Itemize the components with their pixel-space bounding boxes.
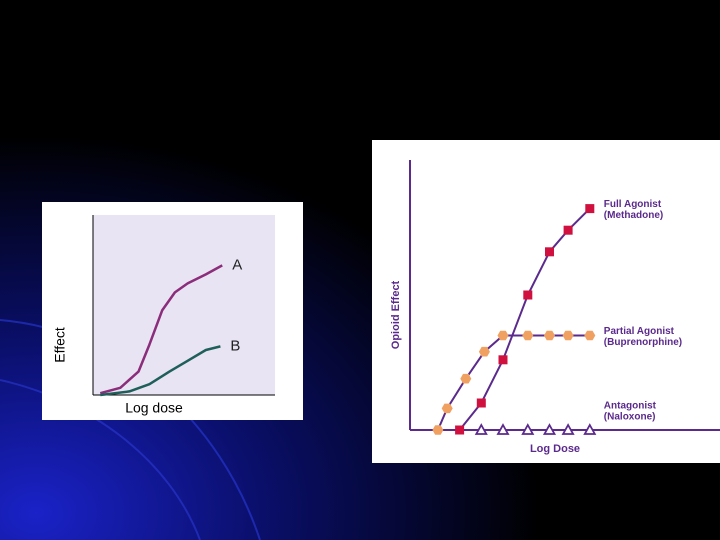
curve [99,264,223,395]
marker [497,330,509,341]
marker [498,355,508,365]
series-label: Full Agonist [604,199,662,210]
series-detail: (Buprenorphine) [604,337,682,348]
marker [521,423,535,435]
marker [478,346,490,357]
marker [455,425,465,435]
curve [100,345,221,397]
marker [585,204,595,214]
x-axis-label: Log dose [125,400,183,416]
y-axis-label: Effect [52,327,68,363]
series-label: A [232,256,242,273]
series-detail: (Methadone) [604,210,663,221]
series-label: B [230,337,240,354]
marker [496,423,510,435]
marker [460,373,472,384]
marker [584,330,596,341]
x-axis-label: Log Dose [530,443,580,455]
swirl [0,379,201,540]
marker [545,247,554,257]
marker [474,423,488,435]
marker [542,423,557,435]
marker [562,330,574,341]
panel [372,140,720,463]
marker [563,225,573,235]
marker [583,423,597,435]
marker [522,330,534,341]
y-axis-label: Opioid Effect [390,280,402,349]
marker [561,423,575,435]
marker [544,330,555,341]
series-label: Partial Agonist [604,326,675,337]
marker [476,398,486,408]
series-label: Antagonist [604,401,657,412]
series-detail: (Naloxone) [604,412,656,423]
plot-area [93,215,275,395]
marker [441,403,453,414]
marker [432,425,444,435]
marker [523,290,533,300]
